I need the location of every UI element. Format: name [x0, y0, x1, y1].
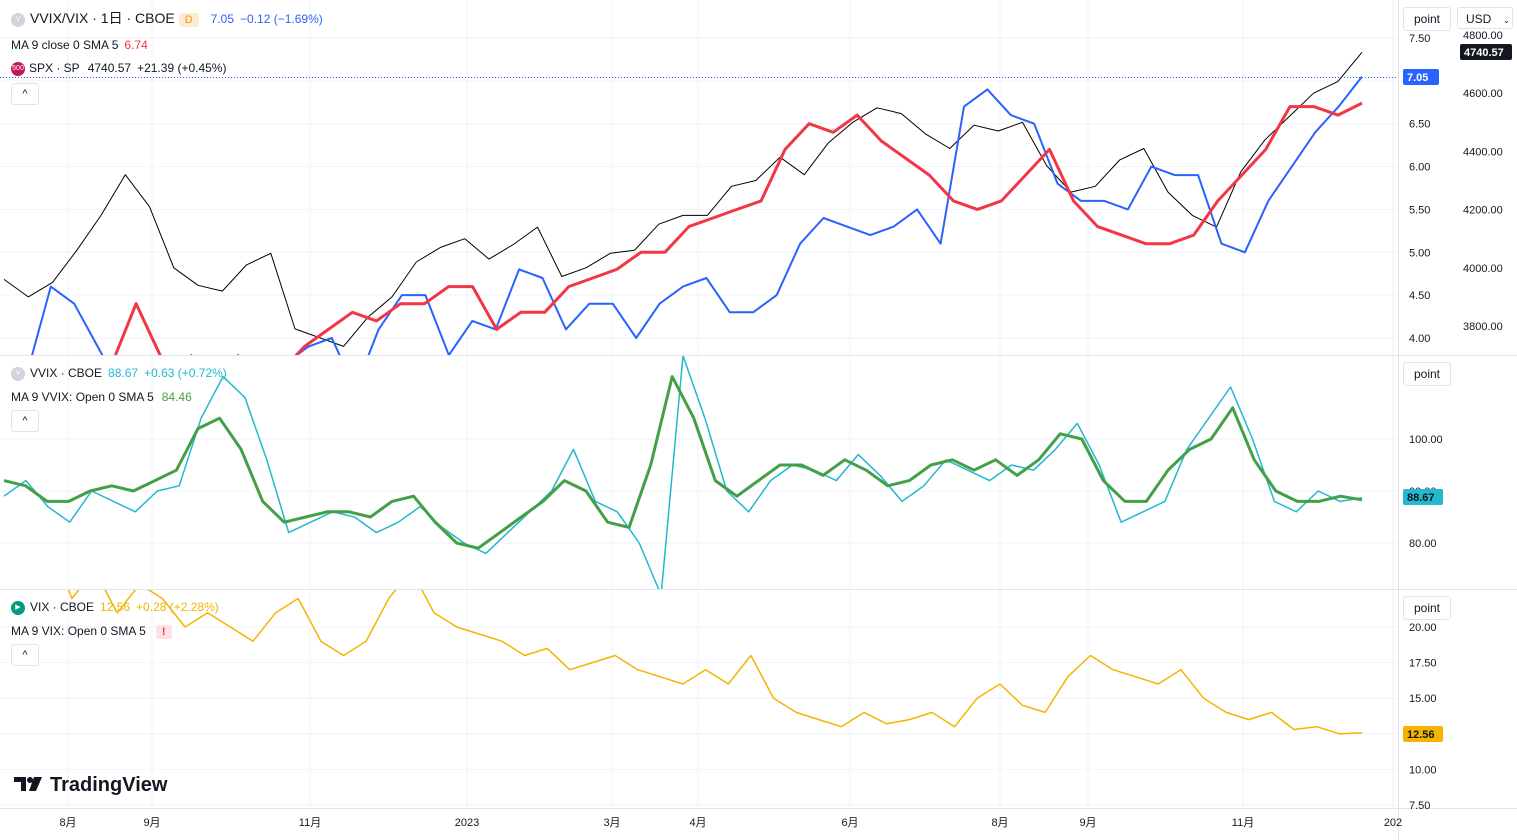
compare-last: 4740.57	[87, 61, 132, 75]
vix-line	[67, 590, 1363, 735]
vvix-ma-label: MA 9 VVIX: Open 0 SMA 5	[11, 390, 154, 404]
x-tick-label: 8月	[59, 817, 76, 829]
collapse-vix-legend-button[interactable]: ^	[11, 644, 39, 666]
y-tick-label: 6.50	[1409, 119, 1430, 131]
x-tick-label: 6月	[841, 817, 858, 829]
y-tick-label-right: 3800.00	[1463, 321, 1503, 333]
interval-badge[interactable]: D	[178, 13, 199, 27]
compare-symbol: SPX · SP	[29, 61, 80, 75]
vix-price-label: 12.56	[1407, 729, 1435, 741]
x-tick-label: 9月	[1079, 817, 1096, 829]
y-tick-label-right: 4800.00	[1463, 30, 1503, 42]
scale-mode-button[interactable]: point	[1403, 7, 1451, 31]
main-last: 7.05	[210, 12, 235, 26]
vvix-line	[3, 356, 1363, 589]
collapse-legend-button[interactable]: ^	[11, 83, 39, 105]
vvix-change: +0.63 (+0.72%)	[144, 366, 227, 380]
y-tick-label: 15.00	[1409, 693, 1437, 705]
x-tick-label: 9月	[143, 817, 160, 829]
ratio-ma-line	[113, 101, 1363, 355]
y-tick-label-right: 4600.00	[1463, 88, 1503, 100]
tradingview-logo-icon	[14, 777, 42, 791]
y-tick-label: 10.00	[1409, 764, 1437, 776]
price-labels: 7.05 4740.57 88.67 12.56	[1403, 44, 1512, 742]
ma-value: 6.74	[124, 38, 148, 52]
vix-symbol[interactable]: VIX · CBOE	[30, 600, 95, 614]
ratio-price-label-bg	[1403, 69, 1439, 85]
vix-change: +0.28 (+2.28%)	[136, 600, 219, 614]
chevron-down-icon: ⌄	[1502, 15, 1511, 25]
vvix-scale-mode-button[interactable]: point	[1403, 362, 1451, 386]
currency-label: USD	[1466, 12, 1492, 26]
spx-price-label: 4740.57	[1464, 47, 1504, 59]
x-tick-label: 11月	[299, 817, 321, 829]
vix-ma-label: MA 9 VIX: Open 0 SMA 5	[11, 624, 146, 638]
vvix-symbol[interactable]: VVIX · CBOE	[30, 366, 103, 380]
x-tick-label: 202	[1384, 817, 1402, 829]
x-tick-label: 8月	[991, 817, 1008, 829]
vvix-logo-icon: V	[11, 366, 25, 381]
main-change: −0.12 (−1.69%)	[240, 12, 323, 26]
compare-legend[interactable]: 500 SPX · SP 4740.57 +21.39 (+0.45%)	[11, 61, 226, 76]
y-tick-label: 6.00	[1409, 162, 1430, 174]
time-axis: 8月 9月 11月 2023 3月 4月 6月 8月 9月 11月 202	[59, 817, 1402, 829]
vvix-last: 88.67	[108, 366, 139, 380]
main-legend: V VVIX/VIX · 1日 · CBOE D 7.05 −0.12 (−1.69%)	[11, 11, 323, 27]
x-tick-label: 2023	[455, 817, 479, 829]
vvix-ma-value: 84.46	[161, 390, 192, 404]
price-axis: 7.507.006.506.005.505.004.504.004800.004…	[1409, 30, 1503, 812]
series-lines	[3, 51, 1363, 735]
vvix-ma-line	[3, 375, 1363, 550]
warning-icon[interactable]: !	[155, 625, 172, 639]
y-tick-label: 4.50	[1409, 290, 1430, 302]
vix-legend: ▶ VIX · CBOE 12.56 +0.28 (+2.28%)	[11, 600, 219, 615]
spx-logo-icon: 500	[11, 61, 25, 76]
spx-price-label-bg	[1460, 44, 1512, 60]
vix-ma-legend[interactable]: MA 9 VIX: Open 0 SMA 5!	[11, 624, 172, 639]
x-tick-label: 3月	[603, 817, 620, 829]
spx-line	[3, 51, 1363, 347]
y-tick-label-right: 4200.00	[1463, 205, 1503, 217]
vvix-price-label-bg	[1403, 489, 1443, 505]
y-tick-label: 5.50	[1409, 204, 1430, 216]
ma-legend[interactable]: MA 9 close 0 SMA 5 6.74	[11, 38, 148, 52]
y-tick-label: 20.00	[1409, 622, 1437, 634]
ma-label: MA 9 close 0 SMA 5	[11, 38, 119, 52]
vvix-ma-legend[interactable]: MA 9 VVIX: Open 0 SMA 5 84.46	[11, 390, 192, 404]
vvix-price-label: 88.67	[1407, 492, 1435, 504]
currency-button[interactable]: USD ⌄	[1457, 7, 1513, 29]
y-tick-label: 17.50	[1409, 658, 1437, 670]
vvix-vix-ratio-line	[31, 75, 1363, 355]
y-tick-label: 7.50	[1409, 33, 1430, 45]
compare-change: +21.39 (+0.45%)	[137, 61, 227, 75]
vix-last: 12.56	[100, 600, 131, 614]
y-tick-label: 80.00	[1409, 538, 1437, 550]
collapse-vvix-legend-button[interactable]: ^	[11, 410, 39, 432]
y-tick-label: 5.00	[1409, 247, 1430, 259]
y-tick-label: 100.00	[1409, 434, 1443, 446]
vix-scale-mode-button[interactable]: point	[1403, 596, 1451, 620]
tradingview-logo[interactable]: TradingView	[14, 774, 167, 797]
ratio-price-label: 7.05	[1407, 72, 1428, 84]
y-tick-label: 7.50	[1409, 800, 1430, 812]
vix-logo-icon: ▶	[11, 600, 25, 615]
vvix-legend: V VVIX · CBOE 88.67 +0.63 (+0.72%)	[11, 366, 227, 381]
y-tick-label: 4.00	[1409, 333, 1430, 345]
y-tick-label-right: 4000.00	[1463, 263, 1503, 275]
x-tick-label: 4月	[689, 817, 706, 829]
main-symbol[interactable]: VVIX/VIX · 1日 · CBOE	[30, 10, 175, 26]
symbol-logo-icon: V	[11, 12, 25, 27]
grid-lines	[0, 0, 1398, 808]
y-tick-label-right: 4400.00	[1463, 146, 1503, 158]
brand-name: TradingView	[50, 774, 168, 796]
vix-price-label-bg	[1403, 726, 1443, 742]
x-tick-label: 11月	[1232, 817, 1254, 829]
